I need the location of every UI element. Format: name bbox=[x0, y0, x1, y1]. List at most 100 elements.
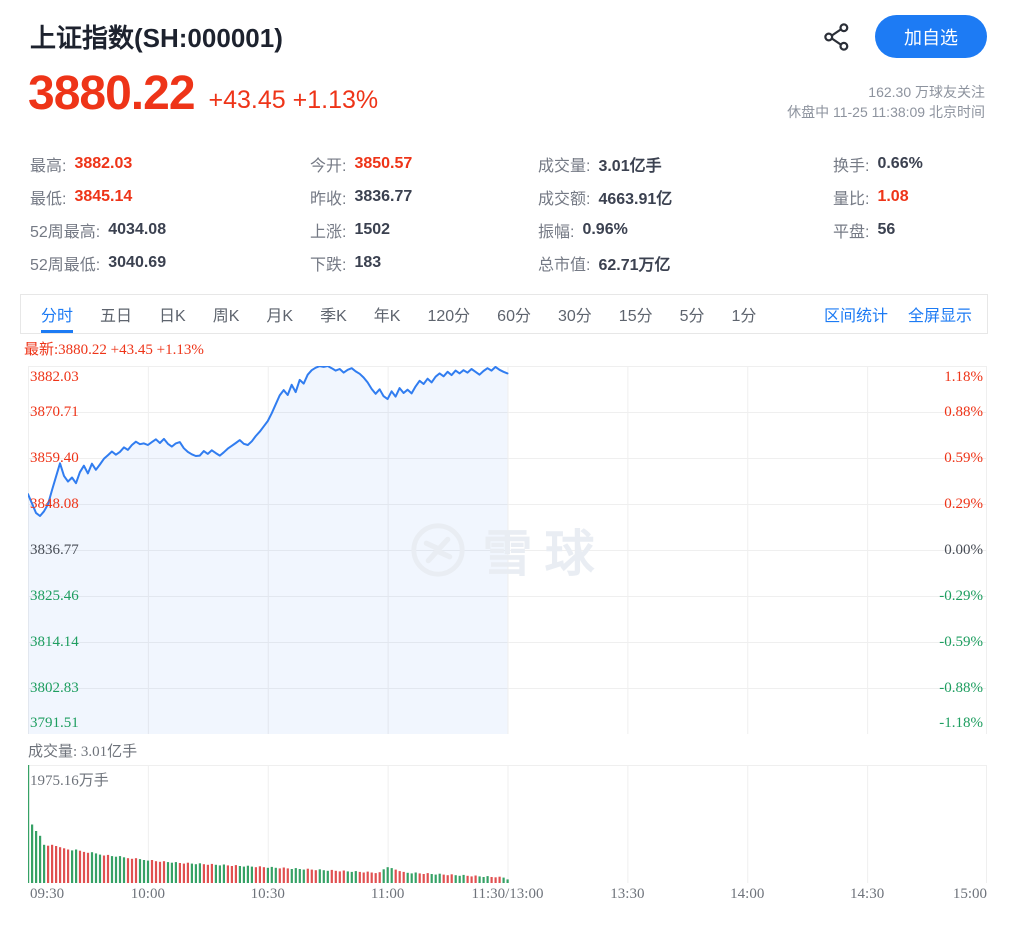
stat-label: 总市值: bbox=[538, 256, 591, 274]
stat-label: 上涨: bbox=[310, 223, 347, 241]
time-axis-label: 10:00 bbox=[130, 886, 165, 902]
pct-axis-label: -0.29% bbox=[939, 588, 983, 604]
time-axis-label: 15:00 bbox=[952, 886, 987, 902]
quote-meta: 162.30 万球友关注 休盘中 11-25 11:38:09 北京时间 bbox=[787, 82, 985, 122]
stat-cell: 52周最低: 3040.69 bbox=[30, 246, 310, 279]
followers-count: 162.30 万球友关注 bbox=[868, 84, 985, 100]
stat-cell: 振幅: 0.96% bbox=[538, 213, 833, 246]
tabbar-links: 区间统计 全屏显示 bbox=[824, 302, 987, 326]
time-axis-label: 09:30 bbox=[30, 886, 65, 902]
tab-1分[interactable]: 1分 bbox=[731, 308, 757, 325]
stat-cell: 量比: 1.08 bbox=[833, 180, 987, 213]
stat-label: 今开: bbox=[310, 157, 347, 175]
tab-五日[interactable]: 五日 bbox=[100, 308, 133, 325]
tab-60分[interactable]: 60分 bbox=[497, 308, 531, 325]
price-axis-label: 3802.83 bbox=[30, 680, 79, 696]
pct-axis-label: 0.88% bbox=[944, 404, 983, 420]
price-axis-label: 3859.40 bbox=[30, 450, 79, 466]
price-chart-pane[interactable]: 雪球 3882.03 3870.71 3859.40 3848.08 3836.77 38… bbox=[28, 366, 987, 734]
stat-label: 换手: bbox=[833, 157, 870, 175]
add-watchlist-button[interactable]: 加自选 bbox=[875, 15, 987, 58]
tab-5分[interactable]: 5分 bbox=[679, 308, 705, 325]
stat-cell: 昨收: 3836.77 bbox=[310, 180, 538, 213]
volume-title: 成交量: 3.01亿手 bbox=[28, 744, 138, 760]
latest-quote-line: 最新:3880.22 +43.45 +1.13% bbox=[24, 342, 204, 358]
pct-axis-label: -0.88% bbox=[939, 680, 983, 696]
price-axis-label: 3791.51 bbox=[30, 715, 79, 731]
tab-月K[interactable]: 月K bbox=[266, 308, 294, 325]
price-axis-label: 3848.08 bbox=[30, 496, 79, 512]
stat-value: 1.08 bbox=[877, 187, 909, 205]
stat-value: 3850.57 bbox=[354, 154, 413, 172]
stat-cell: 今开: 3850.57 bbox=[310, 147, 538, 180]
share-icon[interactable] bbox=[822, 22, 852, 52]
quote-block: 3880.22 +43.45 +1.13% bbox=[28, 70, 378, 118]
stat-label: 平盘: bbox=[833, 223, 870, 241]
stat-label: 成交量: bbox=[538, 157, 591, 175]
stat-cell: 下跌: 183 bbox=[310, 246, 538, 279]
volume-max-label: 1975.16万手 bbox=[30, 773, 109, 789]
stat-label: 最高: bbox=[30, 157, 67, 175]
stat-label: 52周最低: bbox=[30, 256, 101, 274]
time-axis-label: 11:00 bbox=[370, 886, 405, 902]
price-axis-label: 3836.77 bbox=[30, 542, 79, 558]
pct-axis-label: -1.18% bbox=[939, 715, 983, 731]
stat-label: 量比: bbox=[833, 190, 870, 208]
price-axis-label: 3870.71 bbox=[30, 404, 79, 420]
pct-axis-label: 0.29% bbox=[944, 496, 983, 512]
price-change: +43.45 +1.13% bbox=[208, 86, 379, 114]
time-axis-label: 11:30/13:00 bbox=[471, 886, 544, 902]
time-axis: 09:30 10:00 10:30 11:00 11:30/13:00 13:30 14:0… bbox=[28, 886, 987, 906]
link-全屏显示[interactable]: 全屏显示 bbox=[907, 308, 972, 325]
stat-value: 183 bbox=[354, 253, 382, 271]
stat-label: 最低: bbox=[30, 190, 67, 208]
tab-日K[interactable]: 日K bbox=[159, 308, 186, 325]
stat-label: 昨收: bbox=[310, 190, 347, 208]
price-axis-label: 3882.03 bbox=[30, 369, 79, 385]
stat-label: 成交额: bbox=[538, 190, 591, 208]
stat-label: 振幅: bbox=[538, 223, 575, 241]
time-axis-label: 13:30 bbox=[610, 886, 645, 902]
stat-cell: 最低: 3845.14 bbox=[30, 180, 310, 213]
period-tabs: 分时 五日 日K 周K 月K 季K 年K 120分 60分 30分 15分 5分 1分 bbox=[21, 295, 756, 333]
tab-周K[interactable]: 周K bbox=[212, 308, 240, 325]
stat-value: 62.71万亿 bbox=[598, 256, 671, 274]
stat-value: 0.66% bbox=[877, 154, 923, 172]
stats-grid: 最高: 3882.03 最低: 3845.14 52周最高: 4034.08 52周最低: 3… bbox=[30, 147, 987, 279]
stat-value: 3845.14 bbox=[74, 187, 133, 205]
stat-cell: 52周最高: 4034.08 bbox=[30, 213, 310, 246]
pct-axis-label: 1.18% bbox=[944, 369, 983, 385]
tab-30分[interactable]: 30分 bbox=[557, 308, 592, 325]
page-title: 上证指数(SH:000001) bbox=[30, 23, 283, 53]
volume-chart-pane[interactable]: 1975.16万手 bbox=[28, 765, 987, 883]
stat-value: 4663.91亿 bbox=[598, 190, 673, 208]
stat-cell: 换手: 0.66% bbox=[833, 147, 987, 180]
stat-cell: 平盘: 56 bbox=[833, 213, 987, 246]
stat-value: 4034.08 bbox=[108, 220, 167, 238]
stat-cell: 上涨: 1502 bbox=[310, 213, 538, 246]
stat-value: 3882.03 bbox=[74, 154, 133, 172]
stat-value: 0.96% bbox=[582, 220, 628, 238]
tab-年K[interactable]: 年K bbox=[373, 308, 401, 325]
tab-季K[interactable]: 季K bbox=[320, 308, 347, 325]
tab-15分[interactable]: 15分 bbox=[618, 308, 653, 325]
tab-分时[interactable]: 分时 bbox=[41, 295, 74, 333]
price-axis-label: 3814.14 bbox=[30, 634, 79, 650]
link-区间统计[interactable]: 区间统计 bbox=[823, 308, 888, 325]
market-status: 休盘中 11-25 11:38:09 北京时间 bbox=[787, 104, 985, 120]
time-axis-label: 14:30 bbox=[850, 886, 885, 902]
pct-axis-label: -0.59% bbox=[939, 634, 983, 650]
stat-cell: 总市值: 62.71万亿 bbox=[538, 246, 833, 279]
price-axis-label: 3825.46 bbox=[30, 588, 79, 604]
stat-cell: 成交量: 3.01亿手 bbox=[538, 147, 833, 180]
stat-cell: 成交额: 4663.91亿 bbox=[538, 180, 833, 213]
chart-tabbar: 分时 五日 日K 周K 月K 季K 年K 120分 60分 30分 15分 5分 1分 区间统计 全屏显示 bbox=[20, 294, 988, 334]
time-axis-label: 14:00 bbox=[730, 886, 765, 902]
current-price: 3880.22 bbox=[28, 67, 196, 120]
tab-120分[interactable]: 120分 bbox=[427, 308, 471, 325]
pct-axis-label: 0.00% bbox=[944, 542, 983, 558]
stat-value: 56 bbox=[877, 220, 896, 238]
stat-cell: 最高: 3882.03 bbox=[30, 147, 310, 180]
stat-value: 3040.69 bbox=[108, 253, 167, 271]
pct-axis-label: 0.59% bbox=[944, 450, 983, 466]
